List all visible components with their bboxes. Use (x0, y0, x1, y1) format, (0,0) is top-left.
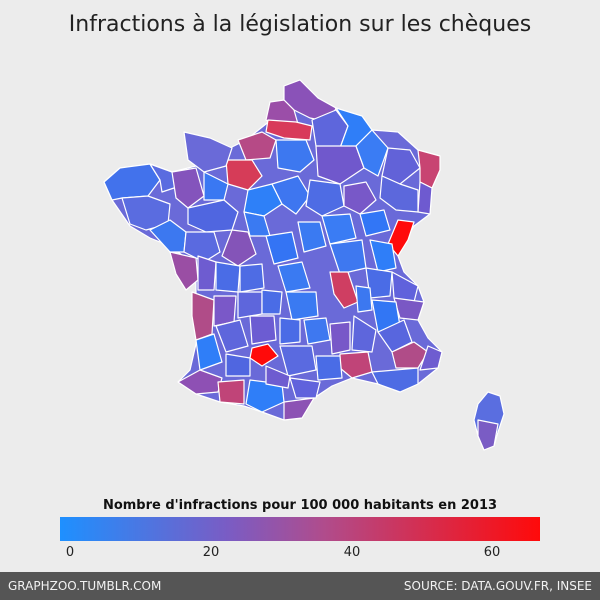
dept-lot-et-garonne (225, 353, 251, 377)
dept-tarn (265, 365, 291, 389)
dept-rhone (355, 285, 373, 313)
dept-bretagne-west (103, 163, 161, 201)
dept-var-bdr (371, 367, 419, 393)
legend-tick-40: 40 (343, 545, 361, 560)
dept-loiret (271, 175, 311, 215)
dept-haute-loire (303, 317, 331, 345)
dept-haute-vienne (237, 291, 263, 319)
dept-vendee (169, 251, 199, 291)
dept-paris-region (275, 139, 315, 173)
dept-correze (249, 315, 277, 345)
dept-doubs (387, 219, 415, 257)
dept-indre (239, 263, 265, 293)
dept-haute-marne (343, 181, 377, 215)
dept-gironde (195, 333, 223, 371)
dept-gard (315, 355, 343, 381)
dept-drome (351, 315, 377, 353)
dept-lot (249, 343, 279, 367)
dept-cote-dor (321, 213, 357, 245)
dept-puy-de-dome (285, 291, 319, 321)
legend-tick-60: 60 (483, 545, 501, 560)
legend-color-scale (60, 517, 540, 541)
dept-creuse (261, 289, 283, 315)
dept-aveyron (279, 345, 317, 377)
dept-marne (315, 145, 365, 185)
dept-loire (329, 271, 359, 309)
map-title: Infractions à la législation sur les chè… (68, 12, 532, 37)
legend-tick-20: 20 (202, 545, 220, 560)
dept-bretagne-north (149, 163, 181, 193)
dept-eure (225, 159, 263, 191)
dept-alpes-maritimes (419, 345, 443, 371)
dept-eure-et-loir (243, 183, 283, 217)
dept-haut-rhin (417, 181, 433, 215)
dept-somme-oise (265, 119, 313, 141)
dept-charente-maritime (191, 291, 215, 341)
dept-vosges-meurthe (379, 175, 419, 213)
dept-deux-sevres (197, 255, 217, 291)
dept-ardeche (329, 321, 351, 355)
dept-maine-et-loire (183, 231, 221, 263)
dept-gers (217, 379, 245, 405)
dept-seine-maritime (237, 131, 277, 161)
dept-hautes-alpes (377, 319, 413, 353)
dept-dordogne (215, 319, 249, 353)
dept-calvados-manche (183, 131, 233, 173)
dept-haute-saone (359, 209, 391, 237)
dept-nievre (297, 221, 327, 253)
dept-jura (369, 239, 397, 273)
legend-tick-0: 0 (65, 545, 75, 560)
dept-allier (277, 261, 311, 293)
dept-cher (265, 231, 299, 265)
dept-aube-yonne (305, 179, 345, 217)
dept-herault (289, 377, 321, 399)
france-choropleth-map (103, 79, 505, 451)
footer-bar: GRAPHZOO.TUMBLR.COM SOURCE: DATA.GOUV.FR… (0, 572, 600, 600)
footer-credit: GRAPHZOO.TUMBLR.COM (8, 579, 162, 593)
corsica-south (477, 419, 499, 451)
dept-moselle (381, 147, 421, 185)
dept-vienne (215, 261, 241, 293)
dept-cantal (279, 317, 301, 345)
footer-source: SOURCE: DATA.GOUV.FR, INSEE (403, 579, 592, 593)
dept-meuse (355, 129, 389, 177)
legend-title: Nombre d'infractions pour 100 000 habita… (102, 498, 498, 513)
dept-pyrenees-orientales (283, 397, 315, 421)
dept-indre-et-loire (221, 229, 257, 267)
dept-ille-et-vilaine (171, 167, 205, 209)
